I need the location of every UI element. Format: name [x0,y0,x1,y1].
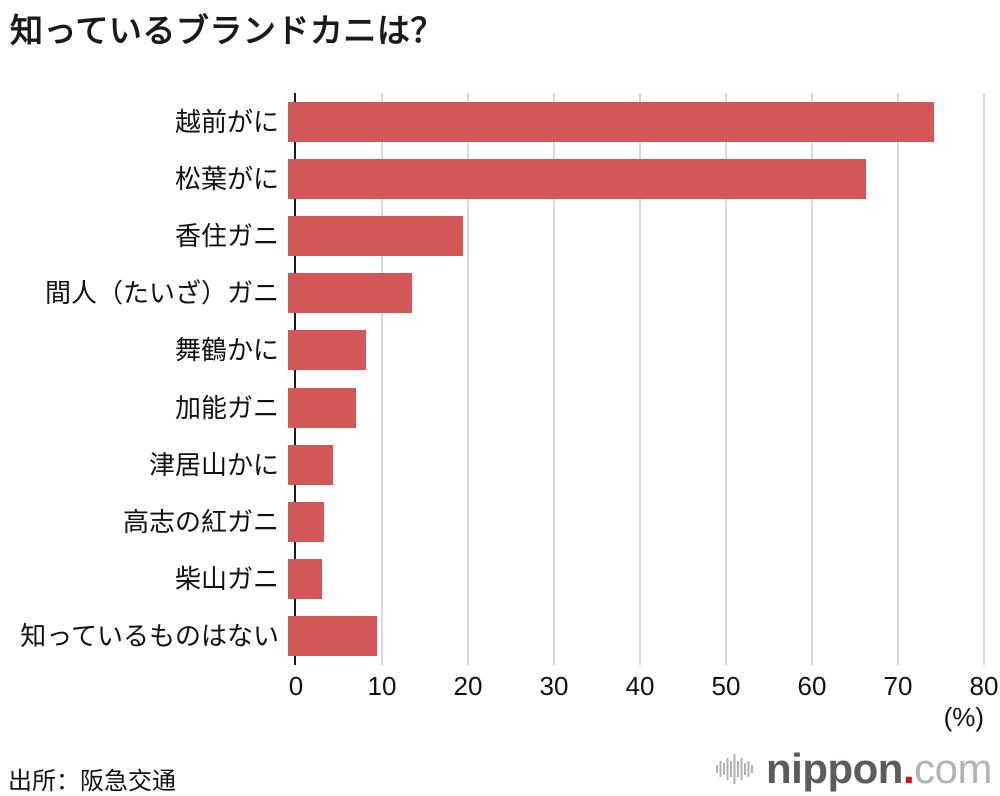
x-tick-label: 20 [453,671,483,701]
bar [288,444,333,485]
chart-row: 香住ガニ [0,207,1000,264]
chart-row: 津居山かに [0,436,1000,493]
bar [288,216,464,256]
bar-track [288,158,976,199]
category-label: 柴山ガニ [174,564,279,595]
category-label: 香住ガニ [174,221,279,251]
x-tick-label: 40 [625,671,655,701]
x-tick-label: 50 [711,671,741,701]
gridline [639,93,641,665]
chart-row: 越前がに [0,93,1000,150]
x-tick-label: 60 [797,671,827,701]
gridline [725,93,727,665]
bar [288,330,367,371]
gridline [467,93,469,665]
chart-row: 間人（たいざ）ガニ [0,265,1000,322]
category-label: 越前がに [174,106,279,137]
gridline [897,93,899,665]
logo-name: nippon [766,745,903,792]
soundwave-icon [716,754,754,784]
gridline [811,93,813,665]
logo-wordmark: nippon.com [766,748,992,790]
bar-track [288,616,976,657]
category-label: 高志の紅ガニ [122,507,279,538]
x-axis-unit-label: (%) [943,702,984,732]
bar [288,616,377,657]
chart-rows: 越前がに松葉がに香住ガニ間人（たいざ）ガニ舞鶴かに加能ガニ津居山かに高志の紅ガニ… [0,93,1000,665]
category-label: 舞鶴かに [174,335,279,366]
bar-track [288,444,976,485]
bar [288,559,322,600]
x-tick-label: 30 [539,671,569,701]
x-tick-label: 80 [969,671,999,701]
bar [288,502,325,543]
plot-area: 越前がに松葉がに香住ガニ間人（たいざ）ガニ舞鶴かに加能ガニ津居山かに高志の紅ガニ… [0,93,1000,665]
chart-row: 松葉がに [0,150,1000,207]
nippon-com-logo: nippon.com [715,748,992,790]
bar-track [288,502,976,543]
bar [288,158,866,199]
x-tick-label: 0 [288,671,304,701]
bar-track [288,559,976,600]
gridline [553,93,555,665]
y-axis-line [294,93,296,665]
chart-row: 高志の紅ガニ [0,493,1000,550]
x-axis-ticks: 0 10 20 30 40 50 60 70 80 [289,671,999,703]
bar-track [288,330,976,371]
bar-track [288,387,976,428]
chart-row: 知っているものはない [0,608,1000,665]
category-label: 松葉がに [174,163,279,194]
category-label: 知っているものはない [20,621,279,652]
bar [288,387,356,428]
logo-dot: . [902,745,915,792]
category-label: 間人（たいざ）ガニ [44,278,279,309]
bar [288,273,412,314]
gridline [983,93,985,665]
source-note: 出所：阪急交通 [8,768,176,795]
chart-title: 知っているブランドカニは？ [10,12,444,49]
bar-track [288,216,976,256]
chart-row: 柴山ガニ [0,551,1000,608]
bar-track [288,273,976,314]
logo-tld: com [914,745,992,792]
chart-row: 舞鶴かに [0,322,1000,379]
category-label: 津居山かに [148,449,279,480]
x-tick-label: 70 [883,671,913,701]
bar-track [288,101,976,142]
gridline [381,93,383,665]
grid-layer [294,93,985,665]
category-label: 加能ガニ [174,392,279,423]
x-tick-label: 10 [367,671,397,701]
chart-row: 加能ガニ [0,379,1000,436]
bar [288,101,934,142]
